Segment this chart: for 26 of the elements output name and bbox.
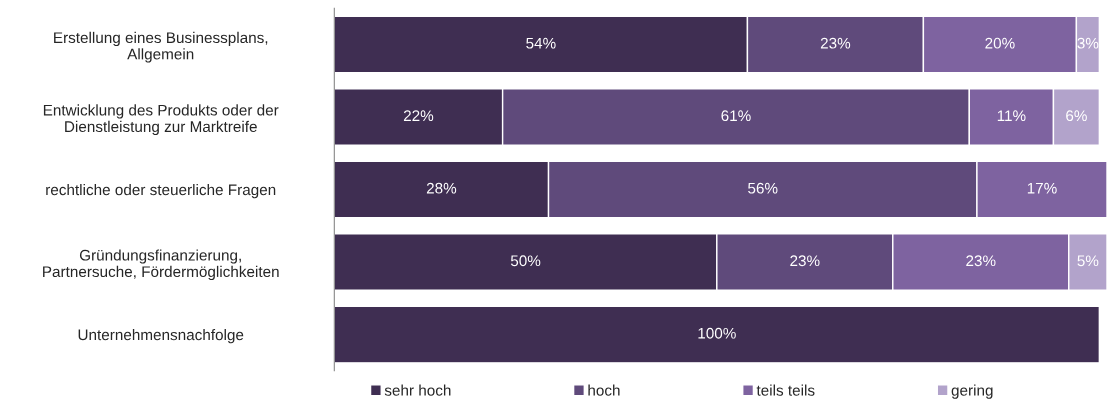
data-label: 5% — [1077, 255, 1099, 267]
legend-label: sehr hoch — [384, 384, 451, 396]
data-label: 61% — [721, 110, 751, 122]
legend-label: teils teils — [756, 384, 815, 396]
y-tick-label: Gründungsfinanzierung, Partnersuche, Fördermöglichkeiten — [43, 249, 279, 281]
data-label: 28% — [426, 182, 457, 194]
data-label: 100% — [698, 327, 736, 339]
data-label: 20% — [985, 37, 1015, 49]
y-tick-label: rechtliche oder steuerliche Fragen — [46, 183, 276, 199]
data-label: 23% — [966, 255, 996, 267]
bar — [334, 305, 1101, 364]
y-tick-label: Entwicklung des Produkts oder der Dienstleistung zur Marktreife — [43, 104, 279, 136]
data-label: 11% — [997, 110, 1026, 122]
legend-label: hoch — [588, 384, 620, 396]
data-label: 6% — [1066, 110, 1087, 122]
data-label: 56% — [748, 182, 778, 194]
y-tick-label: Unternehmensnachfolge — [78, 329, 244, 344]
data-label: 3% — [1077, 37, 1099, 49]
data-label: 50% — [510, 255, 541, 267]
data-label: 23% — [790, 255, 820, 267]
data-label: 23% — [820, 37, 851, 49]
data-label: 17% — [1027, 182, 1057, 194]
y-tick-label: Erstellung eines Businessplans, Allgemein — [54, 31, 268, 63]
data-label: 22% — [403, 110, 434, 122]
data-label: 54% — [526, 37, 556, 49]
legend-label: gering — [951, 384, 993, 399]
